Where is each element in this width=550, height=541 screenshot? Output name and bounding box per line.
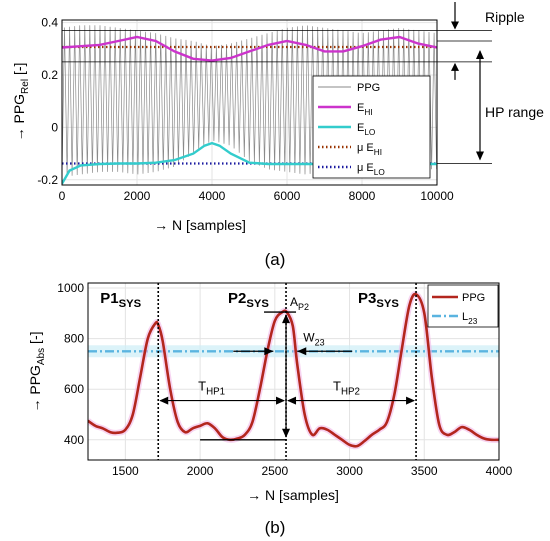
ripple-label: Ripple bbox=[485, 9, 525, 25]
panel-b-xtick-label: 3000 bbox=[336, 464, 363, 478]
hp-range-arrowhead-bottom bbox=[476, 151, 484, 161]
panel-b-xtick-label: 3500 bbox=[411, 464, 438, 478]
thp2-label: THP2 bbox=[333, 379, 360, 398]
panel-b-ytick-label: 1000 bbox=[57, 281, 84, 295]
panel-a-chart: 0 2000 4000 6000 8000 10000-0.200.20.4 PPGEHI… bbox=[11, 2, 544, 269]
panel-b-legend-label: PPG bbox=[462, 292, 485, 304]
w23-arrowhead-right bbox=[297, 347, 307, 356]
panel-b-ticks: 1500 2000 2500 3000 3500 4000 400 600 800 1000 bbox=[57, 281, 512, 478]
panel-b-xtick-label: 2500 bbox=[261, 464, 288, 478]
panel-b-annotations: P1SYS P2SYS P3SYS THP1 THP2 AP2 W23 bbox=[100, 283, 417, 460]
ehi-envelope-line bbox=[62, 35, 437, 62]
panel-a-axes-box bbox=[61, 19, 438, 186]
amplitude-arrowhead-top bbox=[282, 314, 291, 324]
panel-a-ytick-label: -0.2 bbox=[37, 173, 58, 187]
ppg-waveform-line bbox=[88, 292, 499, 448]
thp1-arrow-head-right bbox=[276, 396, 286, 405]
panel-b-xtick-label: 2000 bbox=[187, 464, 214, 478]
panel-a-annotations: Ripple HP range bbox=[437, 2, 544, 164]
panel-b-legend-box bbox=[427, 284, 499, 328]
panel-a-xlabel: → N [samples] bbox=[154, 217, 246, 233]
panel-a-ytick-label: 0.2 bbox=[41, 68, 58, 82]
ripple-arrowhead-up bbox=[451, 62, 459, 71]
panel-b-ytick-label: 800 bbox=[64, 332, 84, 346]
panel-b-label: (b) bbox=[265, 518, 286, 537]
panel-a-legend-label: PPG bbox=[357, 82, 380, 94]
panel-b-legend-label: L23 bbox=[462, 311, 478, 326]
hp-range-label: HP range bbox=[485, 104, 544, 120]
panel-a-xtick-label: 4000 bbox=[199, 189, 226, 203]
panel-b-ytick-label: 600 bbox=[64, 382, 84, 396]
panel-a-legend: PPG EHI ELO μ EHI μ ELO bbox=[312, 75, 431, 179]
panel-a-ytick-label: 0.4 bbox=[41, 16, 58, 30]
thp2-arrow-head-right bbox=[406, 396, 416, 405]
panel-b-chart: 1500 2000 2500 3000 3500 4000 400 600 800 1000 P1… bbox=[27, 281, 513, 537]
panel-b-ylabel: → PPGAbs [-] bbox=[27, 331, 47, 412]
w23-arrowhead-left bbox=[264, 347, 274, 356]
panel-a-legend-label: EHI bbox=[357, 102, 373, 117]
panel-a-xtick-label: 6000 bbox=[274, 189, 301, 203]
panel-a-legend-label: μ EHI bbox=[357, 142, 382, 157]
panel-a-xtick-label: 10000 bbox=[420, 189, 454, 203]
thp1-arrow-head-left bbox=[159, 396, 169, 405]
peak-label: P1SYS bbox=[100, 290, 141, 310]
panel-a-ytick-label: 0 bbox=[51, 120, 58, 134]
panel-a-xtick-label: 8000 bbox=[349, 189, 376, 203]
thp1-label: THP1 bbox=[198, 379, 225, 398]
panel-b-legend: PPG L23 bbox=[427, 284, 499, 328]
peak-label: P2SYS bbox=[228, 290, 269, 310]
w23-label: W23 bbox=[303, 330, 324, 347]
panel-b-xtick-label: 4000 bbox=[486, 464, 513, 478]
hp-range-arrowhead-top bbox=[476, 49, 484, 59]
panel-a-label: (a) bbox=[265, 250, 286, 269]
peak-label: P3SYS bbox=[358, 290, 399, 310]
panel-a-xtick-label: 2000 bbox=[124, 189, 151, 203]
panel-b-ytick-label: 400 bbox=[64, 433, 84, 447]
amplitude-arrowhead-bottom bbox=[282, 428, 291, 438]
panel-b-axes-box bbox=[87, 282, 500, 461]
panel-a-ylabel: → PPGRel [-] bbox=[11, 63, 31, 142]
panel-b-xlabel: → N [samples] bbox=[247, 487, 339, 503]
ripple-arrowhead-down bbox=[451, 21, 459, 30]
panel-b-xtick-label: 1500 bbox=[112, 464, 139, 478]
panel-a-legend-label: μ ELO bbox=[357, 162, 385, 177]
panel-b-series bbox=[88, 291, 499, 450]
panel-a-xtick-label: 0 bbox=[59, 189, 66, 203]
panel-a-legend-label: ELO bbox=[357, 122, 376, 137]
amplitude-label: AP2 bbox=[290, 295, 309, 312]
panel-a-ticks: 0 2000 4000 6000 8000 10000-0.200.20.4 bbox=[37, 16, 454, 203]
thp2-arrow-head-left bbox=[287, 396, 297, 405]
